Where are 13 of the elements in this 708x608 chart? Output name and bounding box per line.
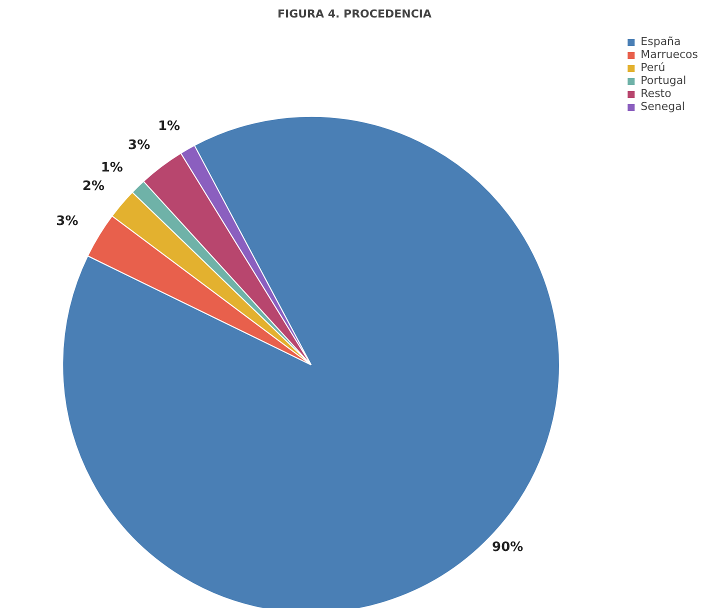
legend-label: Perú [640, 61, 666, 74]
data-label: 2% [82, 179, 105, 194]
data-label: 3% [128, 138, 150, 153]
data-label: 90% [492, 540, 524, 555]
legend-label: Marruecos [640, 48, 698, 61]
legend-label: Resto [640, 87, 672, 100]
data-label: 1% [100, 160, 123, 176]
data-label: 3% [56, 214, 78, 230]
chart-title: FIGURA 4. PROCEDENCIA [277, 8, 432, 20]
legend-label: España [640, 35, 681, 48]
data-label: 1% [158, 118, 180, 134]
legend-label: Senegal [640, 100, 685, 113]
legend-label: Portugal [640, 74, 686, 87]
